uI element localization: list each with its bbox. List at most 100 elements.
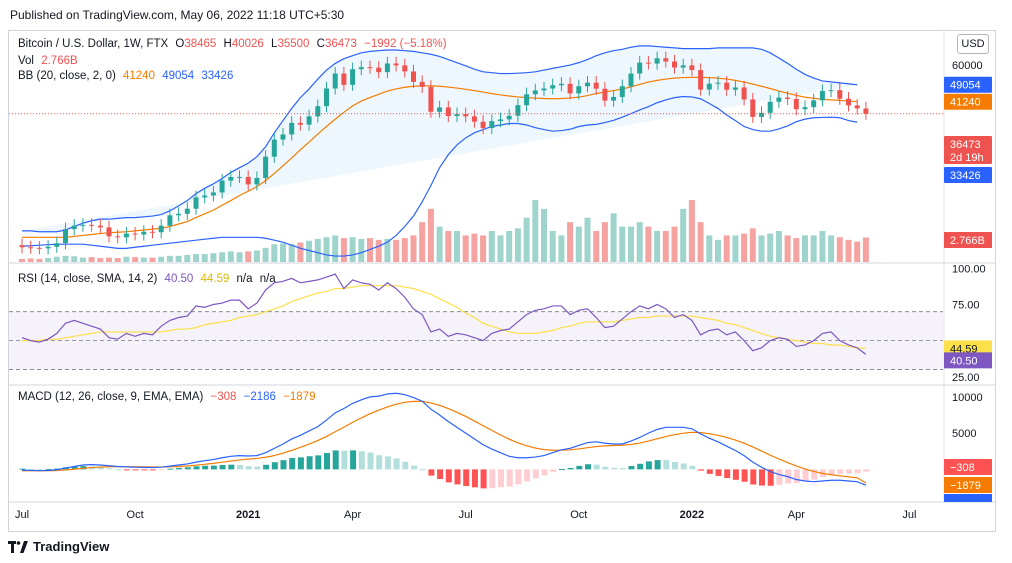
volume-bar bbox=[688, 200, 695, 262]
volume-bar bbox=[775, 231, 782, 262]
macd-histogram-bar bbox=[263, 464, 270, 470]
candle-body bbox=[550, 85, 556, 89]
legend-macd-signal: −1879 bbox=[283, 391, 316, 403]
volume-bar bbox=[427, 208, 434, 262]
candle-body bbox=[793, 98, 799, 110]
tradingview-logo-icon bbox=[8, 540, 28, 553]
candle-body bbox=[219, 180, 225, 193]
candle-body bbox=[36, 247, 42, 249]
candle-body bbox=[489, 121, 495, 129]
candle-body bbox=[210, 192, 216, 196]
volume-bar bbox=[767, 233, 774, 262]
macd-histogram-bar bbox=[193, 466, 200, 470]
volume-bar bbox=[558, 235, 565, 262]
macd-histogram-bar bbox=[837, 469, 844, 474]
time-axis-label: Oct bbox=[570, 509, 587, 521]
volume-bar bbox=[349, 237, 356, 262]
candle-body bbox=[384, 63, 390, 73]
macd-histogram-bar bbox=[776, 469, 783, 485]
volume-bar bbox=[741, 233, 748, 262]
legend-rsi-na1: n/a bbox=[236, 273, 253, 285]
macd-histogram-bar bbox=[689, 465, 696, 470]
price-label-box bbox=[944, 136, 992, 164]
legend-macd-hist: −308 bbox=[210, 391, 237, 403]
macd-histogram-bar bbox=[524, 469, 531, 482]
price-label-box bbox=[944, 167, 992, 183]
candle-body bbox=[480, 121, 486, 129]
macd-histogram-bar bbox=[297, 457, 304, 470]
macd-histogram-bar bbox=[471, 469, 478, 488]
volume-bar bbox=[723, 235, 730, 262]
candle-body bbox=[306, 116, 312, 125]
candle-body bbox=[428, 86, 434, 112]
candle-body bbox=[150, 231, 155, 233]
volume-bar bbox=[593, 231, 600, 262]
candle-body bbox=[663, 58, 669, 62]
macd-histogram-bar bbox=[593, 464, 600, 470]
candle-body bbox=[367, 67, 373, 69]
volume-bar bbox=[393, 239, 400, 262]
volume-bar bbox=[749, 228, 756, 262]
legend-rsi-value: 40.50 bbox=[164, 273, 194, 285]
candle-body bbox=[411, 71, 416, 82]
legend-low: 35500 bbox=[277, 38, 310, 50]
macd-histogram-bar bbox=[480, 469, 487, 489]
time-axis-label: 2022 bbox=[680, 509, 704, 521]
currency-button[interactable]: USD bbox=[957, 34, 989, 54]
macd-histogram-bar bbox=[732, 469, 739, 480]
volume-bar bbox=[340, 238, 347, 262]
macd-tick-label: 10000 bbox=[952, 392, 983, 404]
legend-close-label: C bbox=[316, 38, 325, 50]
time-axis-label: Jul bbox=[15, 509, 29, 521]
volume-bar bbox=[654, 231, 661, 262]
volume-bar bbox=[506, 231, 513, 262]
volume-bar bbox=[462, 235, 469, 262]
candle-body bbox=[63, 229, 68, 244]
candle-body bbox=[19, 245, 25, 248]
price-label-text: 36473 bbox=[950, 139, 981, 151]
macd-histogram-bar bbox=[402, 461, 409, 470]
macd-histogram-bar bbox=[289, 457, 296, 470]
candle-body bbox=[315, 106, 321, 117]
macd-histogram-bar bbox=[802, 469, 809, 482]
macd-histogram-bar bbox=[167, 468, 174, 470]
candle-body bbox=[585, 82, 590, 87]
candle-body bbox=[402, 65, 408, 72]
macd-histogram-bar bbox=[376, 455, 383, 470]
candle-body bbox=[463, 114, 469, 117]
volume-bar bbox=[375, 239, 382, 262]
volume-bar bbox=[297, 242, 304, 262]
legend-open-label: O bbox=[175, 38, 185, 50]
volume-bar bbox=[802, 235, 808, 262]
macd-histogram-bar bbox=[158, 469, 165, 471]
candle-body bbox=[45, 246, 51, 249]
price-label-text: 49054 bbox=[950, 80, 981, 92]
macd-histogram-bar bbox=[19, 468, 26, 470]
volume-bar bbox=[645, 226, 652, 262]
price-label-text: 41240 bbox=[950, 97, 981, 109]
macd-histogram-bar bbox=[411, 465, 417, 470]
legend-rsi-sma: 44.59 bbox=[200, 273, 230, 285]
volume-label-text: 2.766B bbox=[950, 235, 985, 247]
macd-signal-label-text: −1879 bbox=[950, 480, 981, 492]
volume-bar bbox=[810, 235, 817, 262]
candle-body bbox=[254, 177, 260, 185]
volume-bar bbox=[166, 255, 173, 262]
candle-body bbox=[176, 213, 182, 216]
legend-vol-value: 2.766B bbox=[41, 55, 78, 67]
macd-histogram-bar bbox=[419, 469, 426, 471]
candle-body bbox=[863, 108, 869, 114]
macd-histogram-bar bbox=[611, 467, 618, 470]
rsi-tick-label: 25.00 bbox=[952, 372, 980, 384]
rsi-tick-label: 100.00 bbox=[952, 263, 986, 275]
volume-bar bbox=[210, 253, 217, 262]
volume-bar bbox=[662, 231, 669, 262]
volume-bar bbox=[236, 252, 243, 262]
macd-line bbox=[21, 392, 867, 486]
macd-histogram-bar bbox=[219, 464, 226, 470]
volume-bar bbox=[27, 258, 34, 262]
legend-rsi-na2: n/a bbox=[259, 273, 276, 285]
candle-body bbox=[637, 62, 643, 74]
macd-histogram-bar bbox=[706, 469, 713, 474]
